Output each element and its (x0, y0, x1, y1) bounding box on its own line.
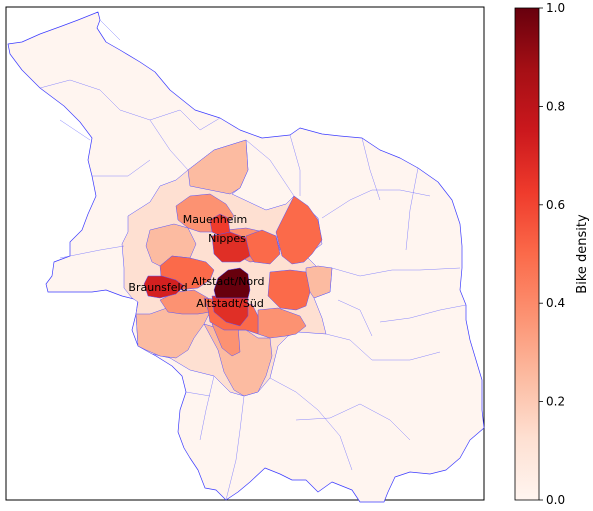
label-mauenheim: Mauenheim (183, 213, 247, 226)
colorbar-tick-label: 0.6 (546, 198, 565, 212)
district-muelheim (275, 195, 323, 265)
colorbar-label: Bike density (575, 214, 590, 294)
colorbar-tick-label: 0.8 (546, 99, 565, 113)
district-kalk (257, 307, 307, 339)
colorbar-tick-label: 1.0 (546, 1, 565, 15)
district-nippes (211, 231, 251, 263)
colorbar: 0.0 0.2 0.4 0.6 0.8 1.0 Bike density (514, 1, 590, 507)
district-braunsfeld (143, 275, 185, 299)
map-area (7, 11, 485, 503)
district-deutz (267, 269, 311, 311)
colorbar-tick-label: 0.2 (546, 395, 565, 409)
district-altstadt-nord (213, 267, 251, 299)
colorbar-tick-label: 0.0 (546, 493, 565, 507)
colorbar-gradient (514, 7, 540, 501)
colorbar-tick-label: 0.4 (546, 296, 565, 310)
district-longerich (187, 139, 249, 195)
label-nippes: Nippes (208, 232, 246, 245)
colorbar-ticks: 0.0 0.2 0.4 0.6 0.8 1.0 (539, 1, 565, 507)
label-altstadt-nord: Altstadt/Nord (192, 275, 265, 288)
district-labels: Mauenheim Nippes Braunsfeld Altstadt/Nor… (128, 213, 264, 310)
label-altstadt-sued: Altstadt/Süd (196, 297, 264, 310)
district-lines (39, 19, 467, 501)
label-braunsfeld: Braunsfeld (128, 281, 187, 294)
